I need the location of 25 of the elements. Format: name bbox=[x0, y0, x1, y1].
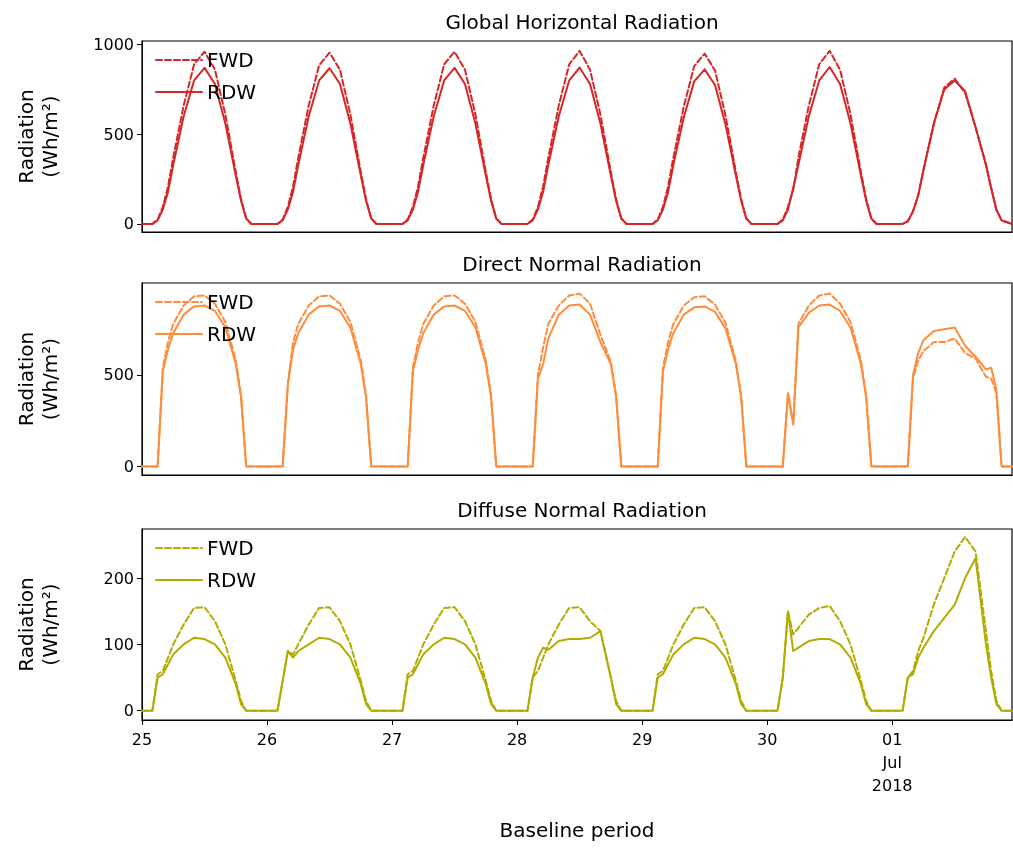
y-tick-label: 0 bbox=[123, 214, 134, 234]
y-axis-title: Radiation (Wh/m²) bbox=[14, 577, 62, 672]
x-tick-label: 30 bbox=[756, 730, 778, 749]
x-tick-label: 29 bbox=[631, 730, 653, 749]
legend-label: FWD bbox=[207, 48, 254, 72]
y-tick-label: 100 bbox=[103, 634, 134, 654]
x-axis-title: Baseline period bbox=[499, 818, 655, 842]
y-tick-label: 500 bbox=[103, 124, 134, 144]
legend-label: RDW bbox=[207, 568, 257, 592]
y-tick-label: 0 bbox=[123, 701, 134, 721]
x-tick-label: 25 bbox=[131, 730, 153, 749]
y-tick-label: 0 bbox=[123, 456, 134, 476]
chart-title: Diffuse Normal Radiation bbox=[457, 498, 707, 522]
x-tick-label: 27 bbox=[381, 730, 403, 749]
x-tick-label: 26 bbox=[256, 730, 278, 749]
chart-title: Global Horizontal Radiation bbox=[445, 10, 719, 34]
x-tick-label: 01 Jul 2018 bbox=[871, 730, 913, 795]
legend-label: FWD bbox=[207, 536, 254, 560]
y-axis-title: Radiation (Wh/m²) bbox=[14, 331, 62, 427]
y-tick-label: 500 bbox=[103, 365, 134, 385]
x-tick-label: 28 bbox=[506, 730, 528, 749]
y-tick-label: 1000 bbox=[93, 35, 134, 55]
chart-title: Direct Normal Radiation bbox=[462, 252, 702, 276]
y-axis-title: Radiation (Wh/m²) bbox=[14, 89, 62, 184]
y-tick-label: 200 bbox=[103, 568, 134, 588]
